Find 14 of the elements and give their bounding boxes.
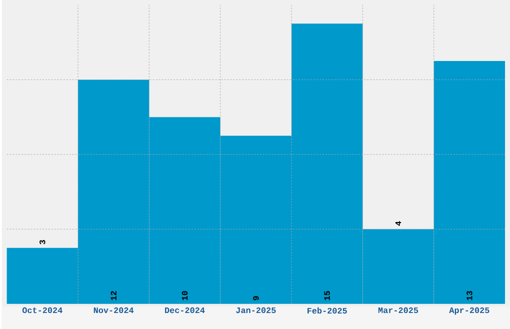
data-label: 15 <box>324 291 330 300</box>
data-label: 9 <box>253 296 259 300</box>
data-label: 10 <box>182 291 188 300</box>
x-tick-label: Dec-2024 <box>165 307 205 314</box>
x-tick-label: Oct-2024 <box>22 307 62 314</box>
x-tick-label: Apr-2025 <box>449 307 490 315</box>
x-tick-label: Feb-2025 <box>308 308 347 314</box>
data-label: 4 <box>395 221 402 226</box>
data-label: 13 <box>466 291 472 300</box>
x-tick-label: Mar-2025 <box>378 307 418 314</box>
data-label: 3 <box>40 240 46 244</box>
data-label: 12 <box>110 291 116 300</box>
x-tick-label: Nov-2024 <box>94 307 134 314</box>
x-tick-label: Jan-2025 <box>236 307 276 314</box>
